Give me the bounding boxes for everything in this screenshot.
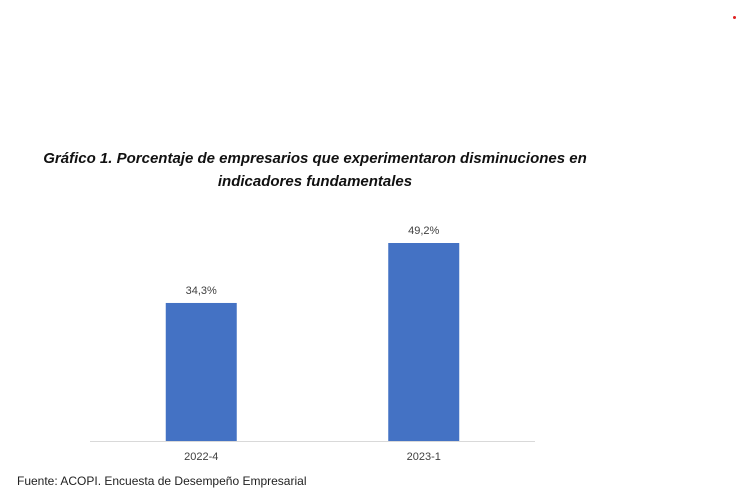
data-label-2023-1: 49,2% [408, 225, 439, 237]
bar-2023-1 [388, 243, 460, 441]
bar-2022-4 [165, 302, 237, 441]
chart-title-line-2: indicadores fundamentales [217, 173, 413, 190]
x-tick-label-2023-1: 2023-1 [407, 451, 441, 463]
source-note: Fuente: ACOPI. Encuesta de Desempeño Emp… [17, 474, 307, 488]
chart-title: Gráfico 1. Porcentaje de empresarios que… [20, 147, 610, 193]
marker-dot [733, 16, 736, 19]
x-tick-label-2022-4: 2022-4 [184, 451, 218, 463]
chart-title-line-1: Gráfico 1. Porcentaje de empresarios que… [43, 150, 587, 167]
data-label-2022-4: 34,3% [186, 285, 217, 297]
